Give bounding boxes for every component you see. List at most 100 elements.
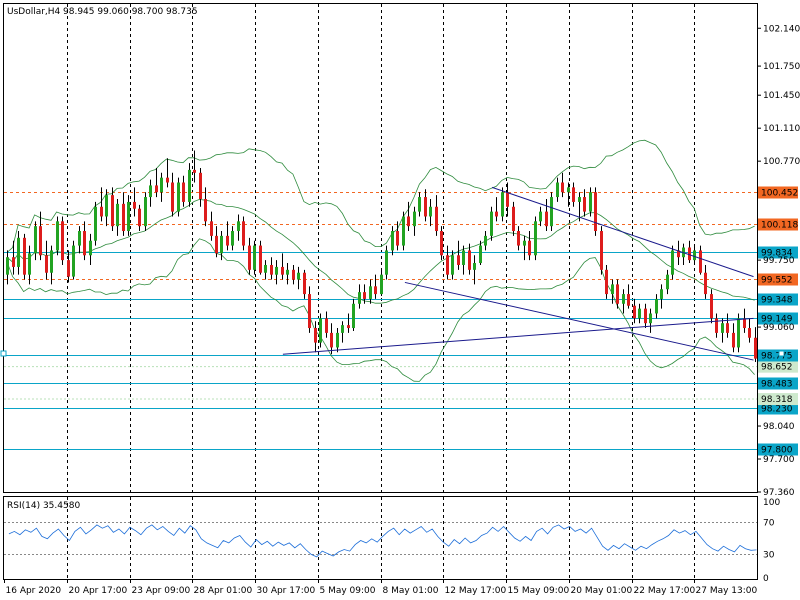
- minor-level-tag: [758, 360, 798, 373]
- bull-candle: [264, 264, 267, 273]
- price-marker-left[interactable]: [0, 350, 7, 357]
- resistance-level-tag-text: 100.118: [761, 221, 798, 231]
- bull-candle: [286, 269, 289, 275]
- bear-candle: [171, 182, 174, 212]
- bear-candle: [715, 318, 718, 333]
- bull-candle: [567, 187, 570, 193]
- bear-candle: [743, 318, 746, 329]
- x-tick-label: 30 Apr 17:00: [257, 586, 316, 596]
- bear-candle: [644, 308, 647, 324]
- horizontal-levels: [4, 192, 757, 450]
- bull-candle: [550, 197, 553, 227]
- bull-candle: [297, 272, 300, 280]
- x-tick-label: 20 Apr 17:00: [69, 586, 128, 596]
- x-tick-label: 23 Apr 09:00: [132, 586, 191, 596]
- bear-candle: [347, 325, 350, 329]
- support-level-tag-text: 99.834: [761, 249, 793, 259]
- bull-candle: [479, 245, 482, 264]
- resistance-level-tag: [758, 186, 798, 199]
- bear-candle: [748, 328, 751, 338]
- bull-candle: [737, 318, 740, 348]
- bull-candle: [671, 250, 674, 275]
- bear-candle: [193, 169, 196, 173]
- bear-candle: [45, 255, 48, 273]
- bollinger-lower: [6, 238, 755, 382]
- bear-candle: [506, 192, 509, 207]
- bear-candle: [166, 177, 169, 183]
- bear-candle: [600, 231, 603, 270]
- bear-candle: [23, 237, 26, 275]
- bear-candle: [605, 269, 608, 295]
- bull-candle: [127, 201, 130, 232]
- price-axis-tags: 100.452 100.118 99.552 99.834 99.348 99.149 98…: [758, 186, 798, 456]
- trendline: [491, 186, 754, 278]
- bull-candle: [352, 303, 355, 329]
- bear-candle: [100, 206, 103, 217]
- bull-candle: [385, 250, 388, 275]
- bear-candle: [259, 245, 262, 273]
- bear-candle: [226, 235, 229, 246]
- main-grid: [67, 4, 695, 579]
- price-marker-right[interactable]: [778, 350, 785, 357]
- bull-candle: [160, 177, 163, 193]
- bull-candle: [253, 245, 256, 270]
- bear-candle: [133, 201, 136, 209]
- bear-candle: [704, 272, 707, 295]
- bull-candle: [28, 253, 31, 275]
- bull-candle: [50, 250, 53, 273]
- bull-candle: [501, 192, 504, 217]
- trendline: [282, 317, 754, 355]
- bear-candle: [710, 294, 713, 319]
- bull-candle: [319, 318, 322, 343]
- x-tick-label: 22 May 17:00: [634, 586, 696, 596]
- resistance-level-tag: [758, 218, 798, 231]
- bollinger-middle: [6, 198, 755, 304]
- bear-candle: [39, 226, 42, 256]
- bull-candle: [484, 235, 487, 246]
- bull-candle: [341, 325, 344, 333]
- rsi-tick-label: 100: [763, 498, 780, 508]
- current-price-text: 98.775: [761, 352, 793, 362]
- bear-candle: [512, 206, 515, 232]
- bear-candle: [83, 231, 86, 256]
- bull-candle: [556, 182, 559, 198]
- bear-candle: [583, 197, 586, 212]
- bull-candle: [56, 221, 59, 251]
- bull-candle: [666, 274, 669, 290]
- bull-candle: [237, 221, 240, 232]
- bull-candle: [380, 274, 383, 295]
- rsi-tick-label: 70: [763, 519, 775, 529]
- bull-candle: [429, 206, 432, 217]
- bull-candle: [94, 206, 97, 241]
- bear-candle: [440, 231, 443, 256]
- ohlc-readout: 98.945 99.060 98.700 98.735: [63, 7, 198, 17]
- bull-candle: [611, 284, 614, 295]
- bear-candle: [726, 323, 729, 333]
- bollinger-bands: [6, 139, 755, 382]
- support-level-tag: [758, 402, 798, 415]
- bull-candle: [413, 211, 416, 227]
- support-level-tag: [758, 443, 798, 456]
- bull-candle: [105, 195, 108, 217]
- minor-level-tag-text: 98.652: [761, 363, 793, 373]
- bear-candle: [677, 250, 680, 258]
- support-level-tag-text: 98.230: [761, 405, 793, 415]
- x-tick-label: 27 May 13:00: [696, 586, 758, 596]
- bull-candle: [655, 298, 658, 314]
- bear-candle: [699, 250, 702, 273]
- rsi-panel-frame: [3, 496, 758, 580]
- support-level-tag: [758, 246, 798, 259]
- bull-candle: [275, 266, 278, 275]
- bear-candle: [210, 221, 213, 236]
- bull-candle: [78, 231, 81, 246]
- bull-candle: [490, 211, 493, 236]
- x-tick-label: 12 May 17:00: [445, 586, 507, 596]
- bear-candle: [325, 318, 328, 333]
- bear-candle: [435, 206, 438, 232]
- bear-candle: [308, 294, 311, 329]
- bear-candle: [446, 255, 449, 275]
- support-level-tag-text: 97.800: [761, 446, 793, 456]
- bear-candle: [495, 211, 498, 217]
- bear-candle: [111, 195, 114, 227]
- bollinger-upper: [6, 139, 755, 253]
